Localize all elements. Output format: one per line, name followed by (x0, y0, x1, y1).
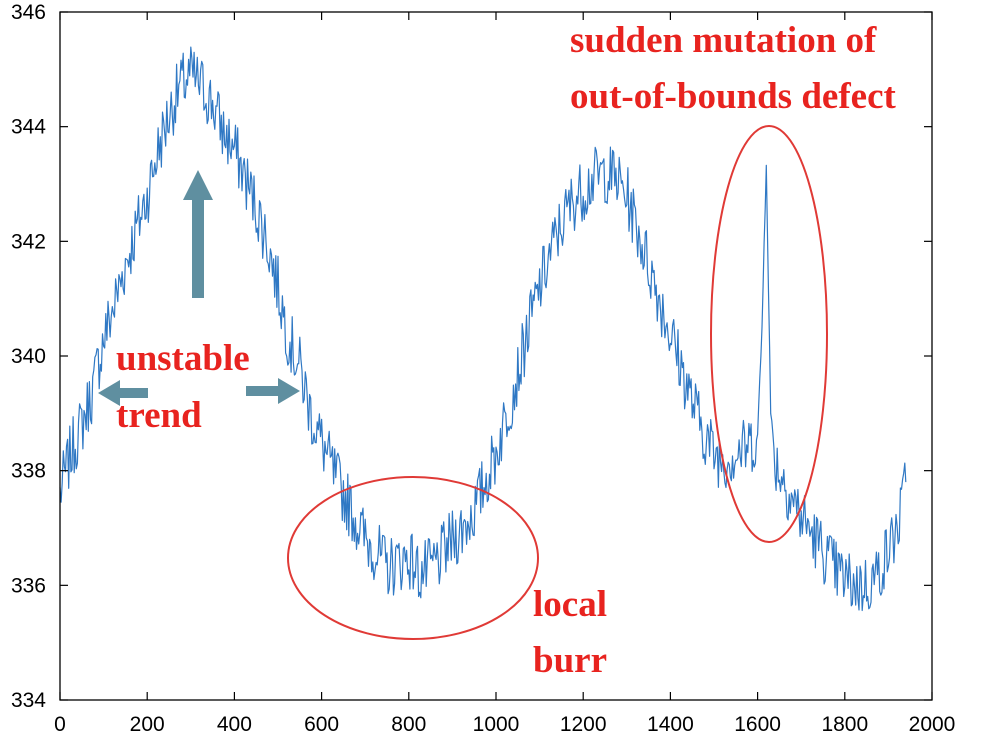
y-tick-label: 344 (11, 116, 46, 139)
y-tick-label: 340 (11, 345, 46, 368)
axis-layer: 0 200 400 600 800 1000 1200 1400 1600 1800 2000 334… (11, 1, 955, 736)
annotation-trend: trend (116, 395, 202, 436)
y-tick-label: 338 (11, 460, 46, 483)
left-arrow-head (98, 380, 120, 406)
left-arrow-shaft (118, 388, 148, 398)
x-tick-label: 1000 (473, 713, 520, 736)
x-tick-label: 1600 (734, 713, 781, 736)
local-burr-ellipse (287, 476, 539, 640)
annotation-local: local (533, 584, 607, 625)
x-tick-label: 600 (304, 713, 339, 736)
x-tick-label: 400 (217, 713, 252, 736)
y-tick-label: 342 (11, 230, 46, 253)
y-tick-label: 336 (11, 574, 46, 597)
series-line-0 (59, 46, 907, 612)
up-arrow-shaft (192, 198, 204, 298)
annotation-unstable: unstable (116, 338, 250, 379)
x-tick-label: 800 (391, 713, 426, 736)
x-tick-label: 200 (130, 713, 165, 736)
x-tick-label: 0 (54, 713, 66, 736)
x-tick-label: 1800 (821, 713, 868, 736)
y-tick-label: 346 (11, 1, 46, 24)
annotation-sudden-mutation-line2: out-of-bounds defect (570, 76, 896, 117)
right-arrow-shaft (246, 386, 280, 396)
x-tick-label: 1400 (647, 713, 694, 736)
series-layer (59, 46, 907, 612)
overlay-layer (98, 125, 828, 640)
up-arrow-head (183, 170, 213, 200)
right-arrow-head (278, 378, 300, 404)
annotation-burr: burr (533, 640, 607, 681)
y-tick-label: 334 (11, 689, 46, 712)
plot-area (60, 12, 932, 700)
x-tick-label: 1200 (560, 713, 607, 736)
annotation-layer: sudden mutation of out-of-bounds defect … (116, 20, 896, 681)
mutation-ellipse (710, 125, 828, 543)
x-tick-label: 2000 (909, 713, 956, 736)
annotation-sudden-mutation-line1: sudden mutation of (570, 20, 877, 61)
